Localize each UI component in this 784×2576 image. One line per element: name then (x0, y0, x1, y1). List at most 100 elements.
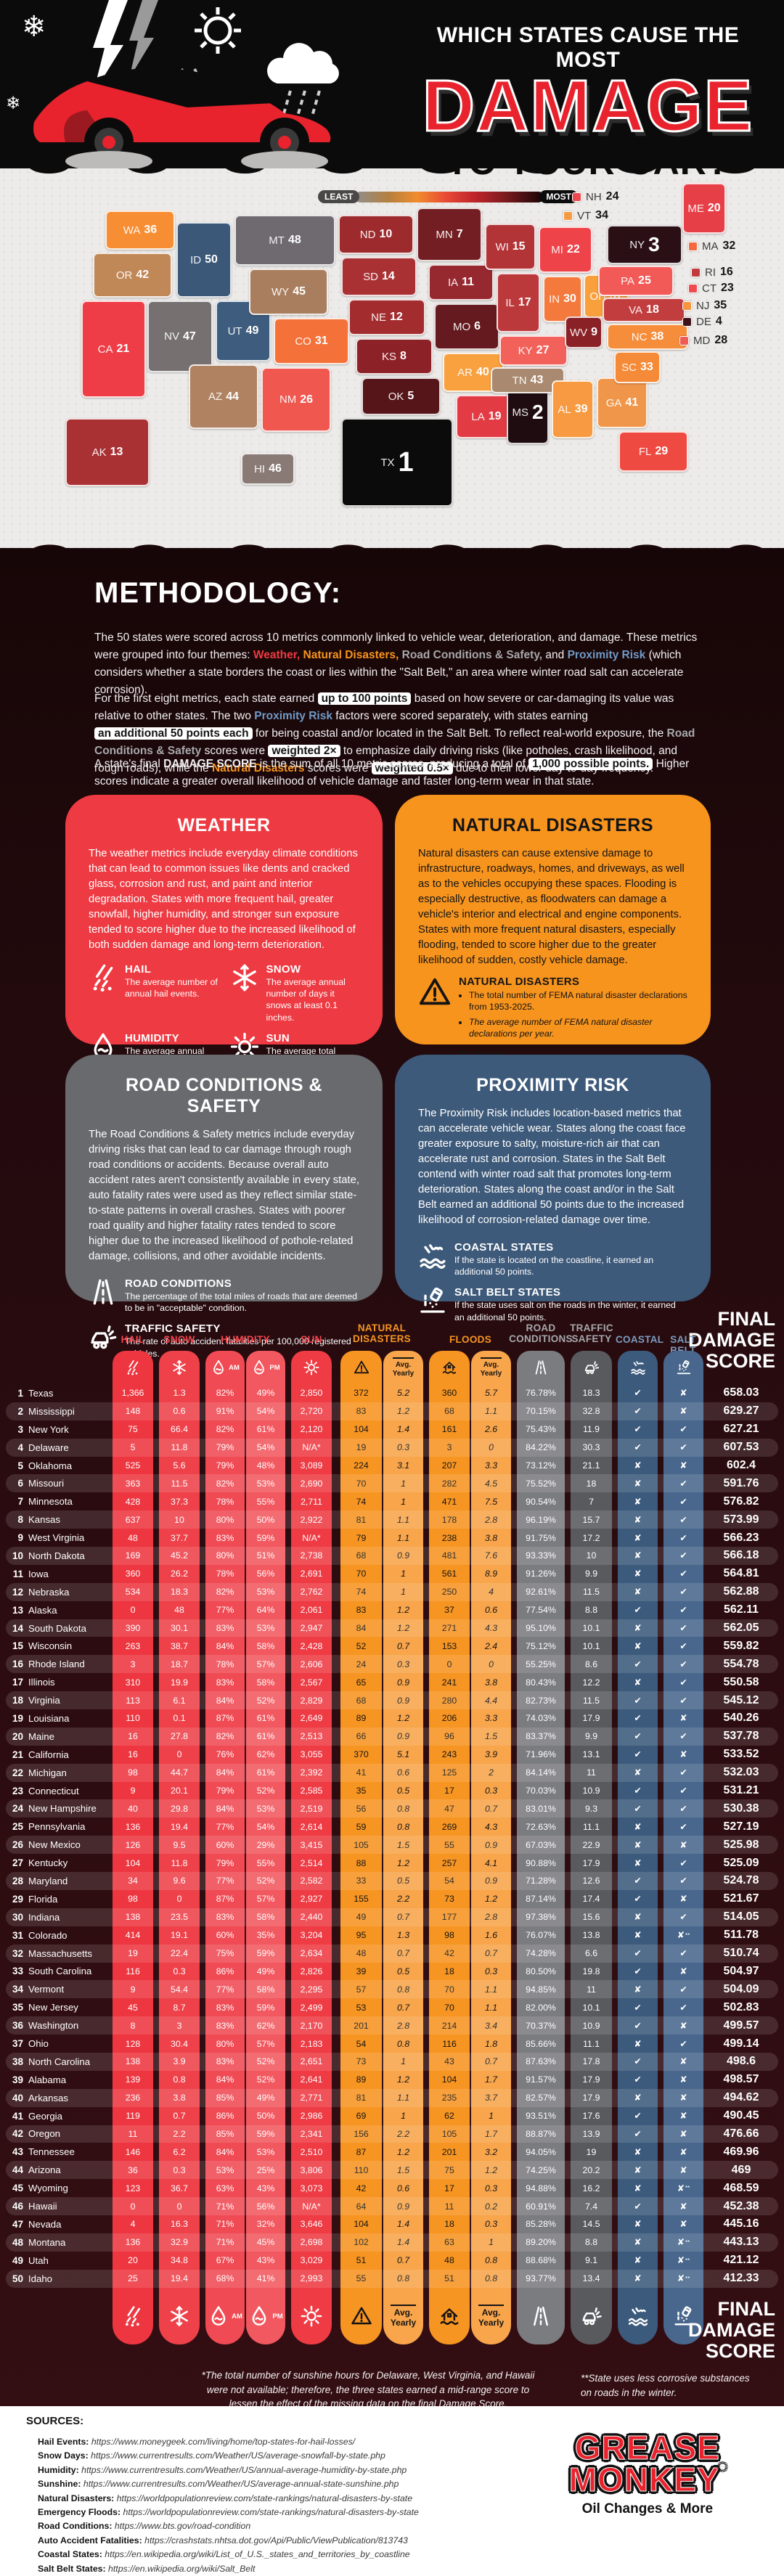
source-line: Hail Events: https://www.moneygeek.com/l… (38, 2437, 356, 2447)
cell-road: 74.03% (517, 1709, 565, 1727)
cell-hail: 128 (113, 2035, 153, 2053)
cell-fla: 0.3 (471, 2215, 511, 2233)
table-row-rhode-island: 16 Rhode Island 3 18.7 78% 57% 2,606 24 0.3 0 0 55.… (0, 1655, 784, 1674)
cell-coast: ✘ (618, 2161, 658, 2180)
header-title: DAMAGE (421, 65, 754, 147)
cell-fl: 54 (429, 1872, 470, 1890)
cell-nd: 201 (340, 2016, 382, 2035)
cell-am: 77% (205, 1600, 245, 1619)
cell-nda: 0.6 (383, 1763, 423, 1782)
cell-pm: 57% (246, 1889, 285, 1908)
cell-nda: 2.2 (383, 1889, 423, 1908)
cell-snow: 19.1 (159, 1926, 200, 1945)
cell-fl: 37 (429, 1600, 470, 1619)
cell-snow: 0 (159, 2197, 200, 2215)
cell-fl: 201 (429, 2143, 470, 2162)
cell-final-score: 452.38 (723, 2199, 759, 2212)
cell-pm: 54% (246, 1402, 285, 1420)
cell-final-score: 499.14 (723, 2037, 759, 2050)
table-row-alaska: 13 Alaska 0 48 77% 64% 2,061 83 1.2 37 0.6 77.54% 8.… (0, 1600, 784, 1619)
cell-fl: 17 (429, 1781, 470, 1800)
cell-road: 95.10% (517, 1619, 565, 1637)
cell-nd: 81 (340, 2088, 382, 2107)
cell-coast: ✘ (618, 2035, 658, 2053)
avg-yearly-cap: Avg. Yearly (383, 1351, 423, 1384)
cell-fl: 105 (429, 2125, 470, 2143)
cell-fl: 11 (429, 2197, 470, 2215)
cell-am: 82% (205, 1384, 245, 1402)
proximity-risk-card-title: PROXIMITY RISK (476, 1075, 629, 1095)
cell-pm: 51% (246, 1547, 285, 1565)
cell-fl: 104 (429, 2070, 470, 2089)
cell-hail: 139 (113, 2070, 153, 2089)
state-name: 24 New Hampshire (12, 1803, 97, 1815)
cell-final-score: 445.16 (723, 2217, 759, 2231)
cell-am: 53% (205, 2161, 245, 2180)
cell-salt: ✔ (663, 1582, 703, 1601)
cell-hail: 138 (113, 2052, 153, 2071)
cell-coast: ✘ (618, 1854, 658, 1873)
cell-pm: 53% (246, 1799, 285, 1818)
cell-am: 78% (205, 1655, 245, 1674)
cell-fla: 4.1 (471, 1854, 511, 1873)
car-illustration: ❄ ❄ (6, 0, 339, 168)
cell-coast: ✔ (618, 1655, 658, 1674)
col-label-hail: HAIL (121, 1334, 145, 1345)
disasters-metric-natural-disasters: NATURAL DISASTERSThe total number of FEM… (418, 976, 687, 1044)
cell-nda: 1 (383, 2106, 423, 2125)
cell-nd: 74 (340, 1492, 382, 1511)
state-name: 36 Washington (12, 2020, 79, 2032)
cell-sun: 3,073 (291, 2179, 332, 2198)
state-name: 10 North Dakota (12, 1550, 85, 1561)
cell-snow: 34.8 (159, 2251, 200, 2270)
cell-snow: 22.4 (159, 1944, 200, 1963)
cell-hail: 98 (113, 1763, 153, 1782)
cell-traf: 8.6 (571, 1655, 612, 1674)
road-icon (89, 1277, 118, 1307)
cell-nd: 372 (340, 1384, 382, 1402)
source-line: Salt Belt States: https://en.wikipedia.o… (38, 2563, 256, 2574)
map-state-KS: KS 8 (356, 338, 433, 375)
cell-nd: 73 (340, 2052, 382, 2071)
cell-hail: 9 (113, 1980, 153, 1999)
cell-coast: ✘ (618, 1817, 658, 1836)
warn-icon (418, 976, 452, 1009)
cell-snow: 27.8 (159, 1727, 200, 1746)
cell-hail: 40 (113, 1799, 153, 1818)
cell-coast: ✘ (618, 1564, 658, 1583)
cell-am: 78% (205, 1564, 245, 1583)
state-name: 43 Tennessee (12, 2146, 75, 2158)
state-name: 17 Illinois (12, 1677, 55, 1688)
coast-icon-cap (618, 1351, 658, 1384)
cell-final-score: 469 (731, 2163, 751, 2176)
map-state-ND: ND 10 (338, 215, 414, 254)
cell-final-score: 490.45 (723, 2109, 759, 2122)
cell-coast: ✘ (618, 2143, 658, 2162)
cell-traf: 11.9 (571, 1420, 612, 1439)
map-state-CA: CA 21 (81, 300, 146, 398)
cell-road: 60.91% (517, 2197, 565, 2215)
cell-snow: 3.9 (159, 2052, 200, 2071)
cell-hail: 104 (113, 1854, 153, 1873)
cell-nda: 0.7 (383, 1908, 423, 1926)
cell-coast: ✔ (618, 1420, 658, 1439)
table-row-michigan: 22 Michigan 98 44.7 84% 61% 2,392 41 0.6 125 2 84.1… (0, 1763, 784, 1782)
cell-pm: 58% (246, 1980, 285, 1999)
cell-am: 83% (205, 2052, 245, 2071)
weather-metric-hail: HAIL The average number of annual hail ev… (89, 963, 219, 1023)
table-row-maryland: 28 Maryland 34 9.6 77% 52% 2,582 33 0.5 54 0.9 71.2… (0, 1872, 784, 1890)
cell-snow: 37.7 (159, 1529, 200, 1547)
methodology-title: METHODOLOGY: (94, 577, 342, 609)
cell-am: 86% (205, 2106, 245, 2125)
table-row-mississippi: 2 Mississippi 148 0.6 91% 54% 2,720 83 1.2 68 1.1 7… (0, 1402, 784, 1420)
cell-final-score: 468.59 (723, 2181, 759, 2194)
cell-am: 87% (205, 1889, 245, 1908)
cell-nd: 68 (340, 1547, 382, 1565)
table-row-indiana: 30 Indiana 138 23.5 83% 58% 2,440 49 0.7 177 2.8 97… (0, 1908, 784, 1926)
cell-pm: 35% (246, 1926, 285, 1945)
cell-sun: 2,986 (291, 2106, 332, 2125)
cell-final-score: 573.99 (723, 1513, 759, 1526)
state-name: 13 Alaska (12, 1604, 57, 1616)
cell-sun: 2,720 (291, 1402, 332, 1420)
cell-snow: 18.3 (159, 1582, 200, 1601)
